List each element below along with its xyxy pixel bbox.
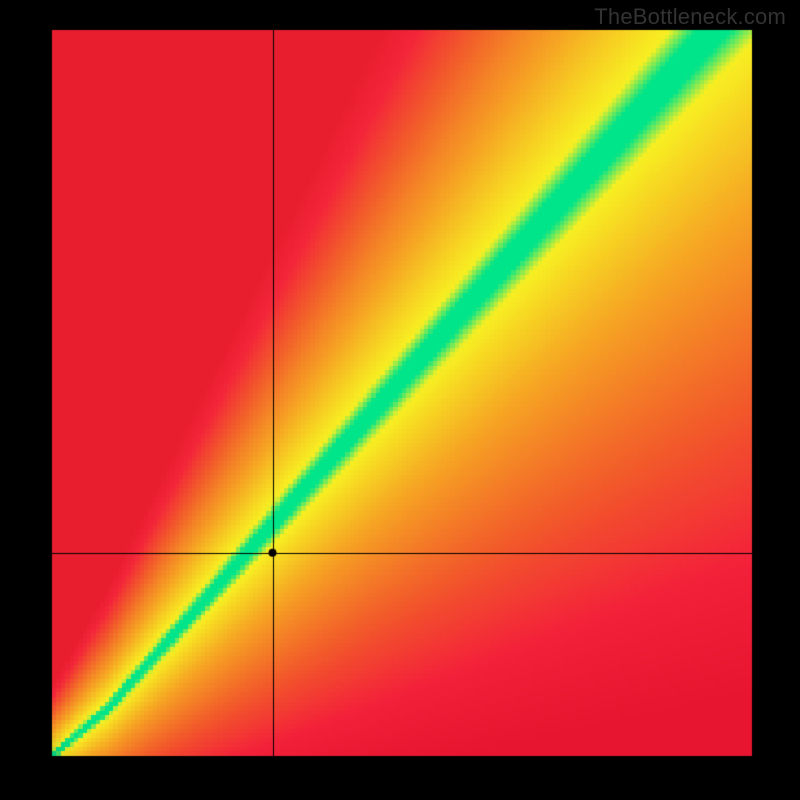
root: TheBottleneck.com xyxy=(0,0,800,800)
heatmap-canvas xyxy=(0,0,800,800)
watermark-text: TheBottleneck.com xyxy=(594,4,786,30)
